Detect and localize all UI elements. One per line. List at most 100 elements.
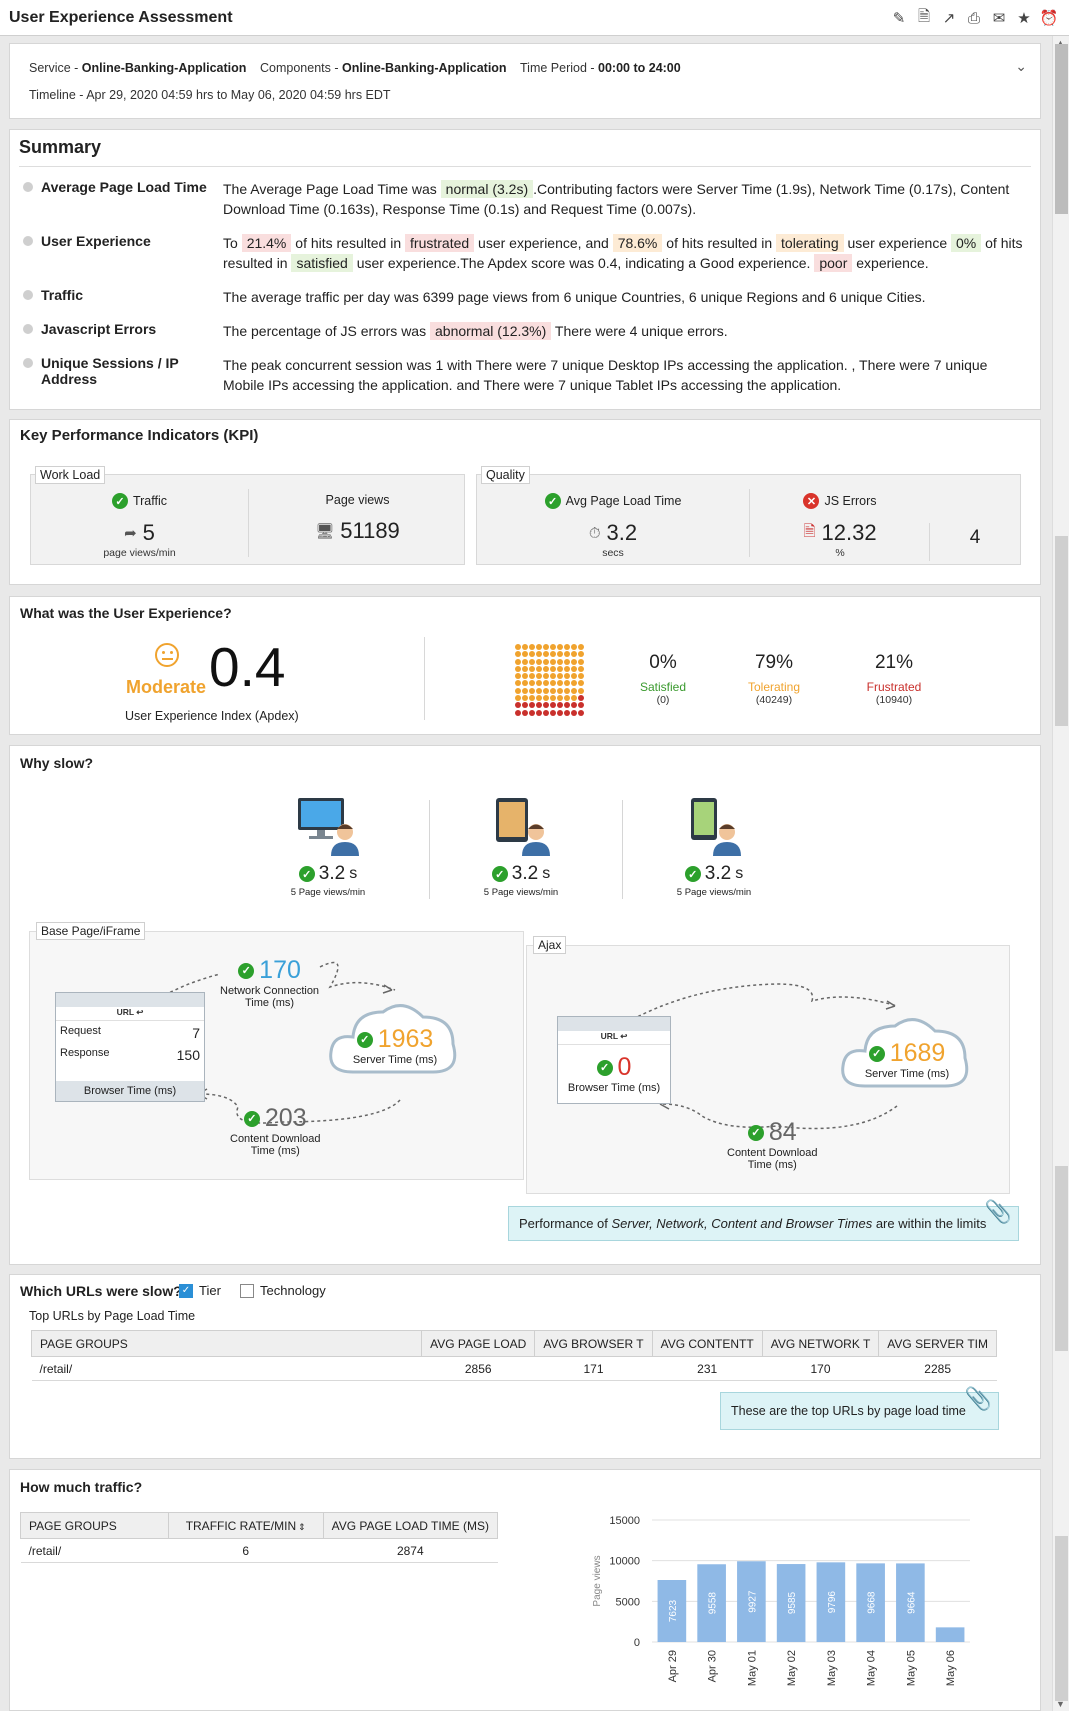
bar-data-label: 7623: [668, 1599, 679, 1622]
export-icon[interactable]: ↗: [942, 10, 956, 27]
check-icon: ✓: [544, 493, 561, 509]
error-icon: ✕: [803, 493, 820, 509]
urls-subtitle: Top URLs by Page Load Time: [29, 1309, 196, 1323]
paperclip-icon: 📎: [964, 1386, 992, 1411]
experience-dot: [536, 644, 542, 650]
x-tick-label: Apr 29: [667, 1650, 679, 1682]
ajax-tag: Ajax: [533, 936, 567, 954]
column-header[interactable]: AVG PAGE LOAD TIME (MS): [322, 1512, 499, 1539]
components-filter: Components - Online-Banking-Application: [260, 61, 507, 75]
experience-dot: [536, 695, 542, 702]
column-header[interactable]: PAGE GROUPS: [30, 1330, 423, 1357]
stat-percent: 0%: [649, 652, 677, 673]
timeline-filter: Timeline - Apr 29, 2020 04:59 hrs to May…: [29, 88, 391, 102]
tablet-device[interactable]: ✓ 3.2 s 5 Page views/min: [446, 796, 596, 898]
kpi-js-error-count[interactable]: 4: [930, 475, 1020, 566]
traffic-bar-chart: 0 5000 10000 15000 Page views 7623 Apr 29 9558 A…: [592, 1515, 970, 1686]
column-header[interactable]: AVG PAGE LOAD: [421, 1330, 536, 1357]
kpi-js-errors[interactable]: ✕ JS Errors 🗎 12.32 %: [750, 475, 930, 566]
divider: [248, 489, 249, 557]
column-header[interactable]: AVG CONTENTT: [651, 1330, 763, 1357]
tolerating-stat[interactable]: 79% Tolerating (40249): [729, 652, 819, 706]
vertical-scrollbar[interactable]: ▲ ▼: [1052, 36, 1069, 1711]
table-cell[interactable]: /retail/: [20, 1538, 169, 1563]
network-time[interactable]: ✓ 170 Network Connection Time (ms): [220, 956, 319, 1009]
column-header-sortable[interactable]: TRAFFIC RATE/MIN ⇕: [167, 1512, 324, 1539]
experience-dot: [557, 687, 563, 694]
mail-icon[interactable]: ✉: [992, 10, 1006, 27]
server-cloud-icon: [841, 1018, 969, 1088]
bar: [816, 1562, 846, 1642]
traffic-panel: How much traffic? PAGE GROUPS TRAFFIC RA…: [9, 1469, 1041, 1711]
bullet-icon: [23, 358, 33, 368]
frustrated-stat[interactable]: 21% Frustrated (10940): [849, 652, 939, 706]
scroll-up-icon[interactable]: ▲: [1056, 38, 1065, 48]
chevron-down-icon[interactable]: ⌄: [1015, 58, 1027, 74]
kpi-title: Key Performance Indicators (KPI): [20, 427, 259, 444]
divider: [929, 523, 930, 561]
print-preview-icon[interactable]: ⎙: [967, 9, 980, 27]
scrollbar-thumb[interactable]: [1055, 44, 1068, 214]
why-title: Why slow?: [20, 755, 94, 771]
ajax-browser-time[interactable]: ✓ 0 Browser Time (ms): [558, 1053, 670, 1094]
bar: [657, 1579, 687, 1642]
mobile-device[interactable]: ✓ 3.2 s 5 Page views/min: [639, 796, 789, 898]
experience-dot: [529, 687, 535, 694]
satisfied-stat[interactable]: 0% Satisfied (0): [618, 652, 708, 706]
scroll-down-icon[interactable]: ▼: [1056, 1699, 1065, 1709]
experience-dot: [564, 658, 570, 665]
experience-dot: [529, 680, 535, 687]
experience-dot: [515, 695, 521, 702]
status-highlight: normal (3.2s): [440, 180, 534, 198]
experience-dot: [529, 665, 535, 672]
bullet-icon: [23, 324, 33, 334]
kpi-pageviews[interactable]: Page views 🖥 51189: [249, 475, 466, 566]
content-download-time[interactable]: ✓ 203 Content Download Time (ms): [230, 1104, 321, 1157]
filter-panel: Service - Online-Banking-Application Com…: [9, 43, 1041, 119]
experience-dot: [543, 680, 549, 687]
kpi-avg-page-load[interactable]: ✓ Avg Page Load Time ⏱ 3.2 secs: [477, 475, 749, 566]
browser-time-label: Browser Time (ms): [567, 1082, 661, 1094]
x-tick-label: May 01: [746, 1650, 758, 1686]
table-row[interactable]: /retail/ 2856 171 231 170 2285: [31, 1356, 997, 1381]
technology-checkbox[interactable]: Technology: [240, 1283, 326, 1298]
desktop-device[interactable]: ✓ 3.2 s 5 Page views/min: [253, 796, 403, 898]
sort-icon[interactable]: ⇕: [298, 1521, 306, 1532]
tier-checkbox[interactable]: ✓ Tier: [179, 1283, 221, 1298]
bar: [776, 1564, 806, 1642]
favorite-star-icon[interactable]: ★: [1017, 10, 1031, 27]
experience-dot: [571, 709, 577, 716]
experience-dot-matrix: [515, 644, 587, 716]
check-icon: ✓: [747, 1124, 764, 1141]
experience-dot: [543, 658, 549, 665]
experience-dot: [578, 680, 584, 687]
kpi-value: 5: [142, 520, 155, 545]
traffic-table: PAGE GROUPS TRAFFIC RATE/MIN ⇕ AVG PAGE L…: [20, 1512, 499, 1563]
kpi-value: 3.2: [606, 520, 638, 545]
server-time[interactable]: ✓ 1963 Server Time (ms): [330, 1025, 460, 1066]
table-cell[interactable]: /retail/: [31, 1356, 422, 1381]
edit-report-icon[interactable]: ✎: [892, 10, 906, 27]
table-row[interactable]: /retail/ 6 2874: [20, 1538, 498, 1563]
stat-name: Satisfied: [639, 680, 687, 694]
experience-dot: [571, 687, 577, 694]
ajax-content-download-time[interactable]: ✓ 84 Content Download Time (ms): [727, 1118, 818, 1171]
pdf-icon[interactable]: 🗎: [917, 7, 931, 25]
device-subtext: 5 Page views/min: [676, 887, 752, 898]
alarm-clock-icon[interactable]: ⏰: [1039, 10, 1059, 27]
check-icon: ✓: [356, 1031, 373, 1048]
bar: [935, 1627, 965, 1642]
ux-title: What was the User Experience?: [20, 605, 232, 621]
column-header[interactable]: PAGE GROUPS: [20, 1512, 169, 1539]
experience-dot: [522, 695, 528, 702]
column-header[interactable]: AVG BROWSER T: [534, 1330, 653, 1357]
summary-text: The peak concurrent session was 1 with T…: [223, 357, 988, 393]
column-header[interactable]: AVG NETWORK T: [761, 1330, 880, 1357]
request-label: Request: [60, 1025, 101, 1037]
summary-row: User Experience To 21.4% of hits resulte…: [23, 233, 1030, 273]
column-header[interactable]: AVG SERVER TIM: [878, 1330, 997, 1357]
summary-label: Unique Sessions / IP Address: [41, 355, 179, 387]
kpi-traffic[interactable]: ✓ Traffic ➦ 5 page views/min: [31, 475, 248, 566]
bar: [697, 1564, 726, 1642]
ajax-server-time[interactable]: ✓ 1689 Server Time (ms): [842, 1039, 972, 1080]
